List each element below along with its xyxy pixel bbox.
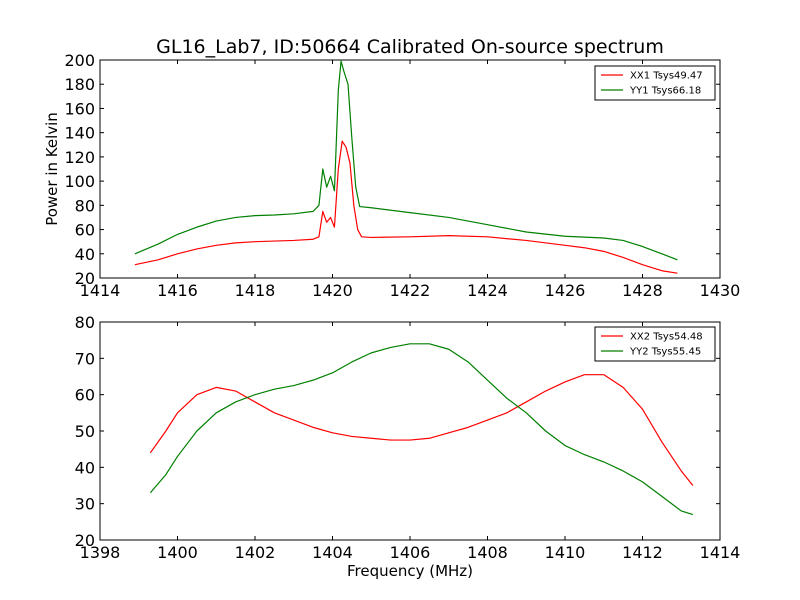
x-tick-label: 1416 (157, 281, 198, 300)
y-tick-label: 100 (64, 172, 95, 191)
y-tick-label: 80 (75, 196, 95, 215)
y-tick-label: 30 (75, 495, 95, 514)
y-tick-label: 20 (75, 531, 95, 550)
x-tick-label: 1424 (467, 281, 508, 300)
legend: XX2 Tsys54.48 YY2 Tsys55.45 (594, 326, 716, 362)
legend-entry-label: YY1 Tsys66.18 (629, 86, 701, 97)
y-tick-label: 60 (75, 386, 95, 405)
y-tick-label: 60 (75, 221, 95, 240)
x-tick-label: 1402 (235, 543, 276, 562)
x-tick-label: 1404 (312, 543, 353, 562)
x-tick-label: 1420 (312, 281, 353, 300)
y-tick-label: 20 (75, 269, 95, 288)
x-axis-label: Frequency (MHz) (347, 562, 473, 580)
y-axis-label: Power in Kelvin (43, 112, 61, 226)
y-tick-label: 80 (75, 313, 95, 332)
x-tick-label: 1414 (80, 281, 121, 300)
x-tick-label: 1410 (545, 543, 586, 562)
x-tick-label: 1428 (622, 281, 663, 300)
x-tick-label: 1412 (622, 543, 663, 562)
series-line-2 (149, 343, 694, 516)
x-tick-label: 1430 (700, 281, 741, 300)
x-tick-label: 1398 (80, 543, 121, 562)
series-line-2 (134, 60, 678, 261)
bottom-plot-panel: 1398 1400 1402 1404 1406 1408 1410 1412 1414 20 30… (75, 313, 741, 562)
x-tick-label: 1406 (390, 543, 431, 562)
y-tick-label: 40 (75, 245, 95, 264)
legend-box (594, 326, 716, 362)
y-tick-label: 50 (75, 422, 95, 441)
series-line-1 (149, 374, 694, 486)
x-tick-label: 1422 (390, 281, 431, 300)
y-tick-label: 120 (64, 148, 95, 167)
top-plot-panel: 1414 1416 1418 1420 1422 1424 1426 1428 1430 20 40… (64, 51, 740, 300)
y-tick-label: 140 (64, 124, 95, 143)
y-tick-label: 180 (64, 75, 95, 94)
legend-box (594, 65, 716, 101)
y-tick-label: 200 (64, 51, 95, 70)
y-tick-label: 70 (75, 349, 95, 368)
x-tick-label: 1418 (235, 281, 276, 300)
y-tick-label: 160 (64, 99, 95, 118)
legend-entry-label: YY2 Tsys55.45 (629, 347, 701, 358)
legend-entry-label: XX1 Tsys49.47 (630, 71, 703, 82)
series-line-1 (134, 140, 678, 274)
legend: XX1 Tsys49.47 YY1 Tsys66.18 (594, 65, 716, 101)
x-tick-label: 1400 (157, 543, 198, 562)
x-tick-label: 1414 (700, 543, 741, 562)
chart-title: GL16_Lab7, ID:50664 Calibrated On-source… (156, 36, 664, 58)
legend-entry-label: XX2 Tsys54.48 (630, 332, 703, 343)
x-tick-label: 1408 (467, 543, 508, 562)
y-tick-label: 40 (75, 458, 95, 477)
x-tick-label: 1426 (545, 281, 586, 300)
